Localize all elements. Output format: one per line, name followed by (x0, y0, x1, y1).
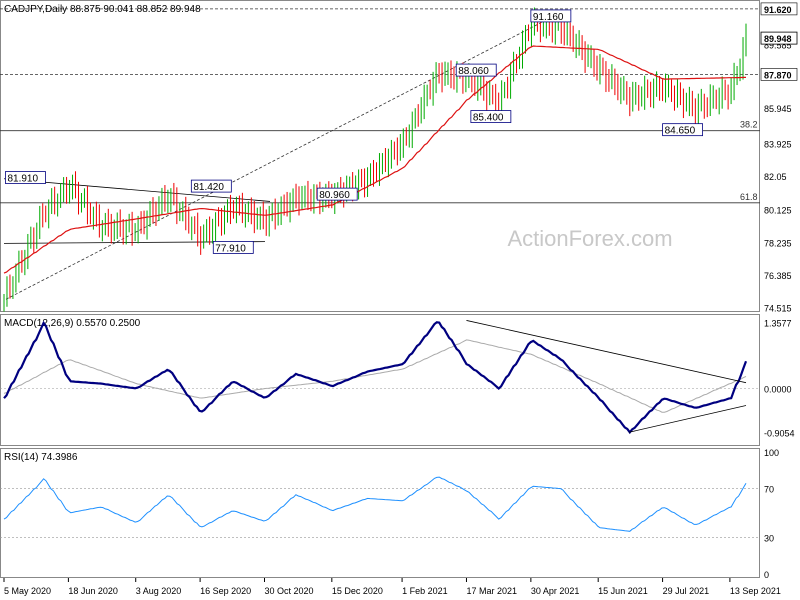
annotation-label: 84.650 (665, 126, 696, 137)
ma-series-line (3, 45, 746, 274)
y-tick-label: 82.05 (764, 172, 787, 182)
x-tick-label: 15 Jun 2021 (598, 586, 648, 596)
y-tick-label: 85.945 (764, 104, 792, 114)
annotation-label: 80.960 (319, 190, 350, 201)
y-tick-label: 78.235 (764, 239, 792, 249)
current-price-label: 89.948 (764, 34, 792, 44)
annotation-label: 85.400 (473, 113, 504, 124)
fib-label: 61.8 (740, 192, 758, 202)
annotation-box (662, 123, 703, 137)
y-tick-label: 83.925 (764, 139, 792, 149)
x-tick-label: 29 Jul 2021 (663, 586, 710, 596)
x-tick-label: 13 Sep 2021 (730, 586, 781, 596)
annotation-label: 81.910 (7, 174, 38, 185)
price-title: CADJPY,Daily 88.875 90.041 88.852 89.948 (4, 4, 201, 15)
y-tick-label: 89.585 (764, 40, 792, 50)
annotation-box (455, 63, 497, 77)
x-tick-label: 1 Feb 2021 (402, 586, 448, 596)
price-tag (760, 68, 798, 81)
x-tick-label: 30 Apr 2021 (531, 586, 580, 596)
y-tick-label: 100 (764, 448, 779, 458)
y-tick-label: 1.3577 (764, 318, 792, 328)
price-panel-frame (0, 0, 760, 312)
macd-trendline-lower (628, 405, 747, 433)
macd-trendline-upper (466, 320, 747, 384)
x-tick-label: 5 May 2020 (4, 586, 51, 596)
macd-line (3, 320, 748, 435)
y-tick-label: 76.385 (764, 271, 792, 281)
macd-panel-frame (0, 314, 760, 446)
annotation-box (316, 187, 358, 201)
trendline-dashed (5, 16, 553, 300)
annotation-box (530, 9, 572, 23)
x-tick-label: 15 Dec 2020 (332, 586, 383, 596)
annotation-box (470, 110, 512, 123)
x-tick-label: 18 Jun 2020 (68, 586, 118, 596)
y-tick-label: 70 (764, 485, 774, 495)
fib-label: 38.2 (740, 120, 758, 130)
price-tag (760, 2, 798, 16)
annotation-box (5, 171, 46, 184)
rsi-line (3, 476, 747, 532)
x-tick-label: 17 Mar 2021 (466, 586, 517, 596)
current-price-tag (760, 31, 798, 45)
y-tick-label: 74.515 (764, 304, 792, 314)
y-tick-label: 0.0000 (764, 385, 792, 395)
y-tick-label: 30 (764, 533, 774, 543)
annotation-box (190, 179, 232, 193)
price-tag-label: 87.870 (764, 70, 792, 80)
y-tick-label: -0.9054 (764, 429, 795, 439)
price-tag-label: 91.620 (764, 5, 792, 15)
x-tick-label: 3 Aug 2020 (136, 586, 182, 596)
annotation-label: 81.420 (193, 182, 224, 193)
annotation-label: 88.060 (458, 66, 489, 77)
y-tick-label: 80.125 (764, 206, 792, 216)
y-tick-label: 0 (764, 570, 769, 580)
x-tick-label: 16 Sep 2020 (200, 586, 251, 596)
macd-title: MACD(12,26,9) 0.5570 0.2500 (4, 318, 141, 329)
rsi-title: RSI(14) 74.3986 (4, 452, 78, 463)
rsi-panel-frame (0, 448, 760, 578)
x-tick-label: 30 Oct 2020 (265, 586, 314, 596)
annotation-box (212, 241, 254, 254)
annotation-label: 77.910 (215, 243, 246, 254)
trendline-upper (3, 178, 271, 202)
annotation-label: 91.160 (533, 12, 564, 23)
macd-signal-line (3, 339, 747, 413)
watermark: ActionForex.com (507, 226, 672, 251)
